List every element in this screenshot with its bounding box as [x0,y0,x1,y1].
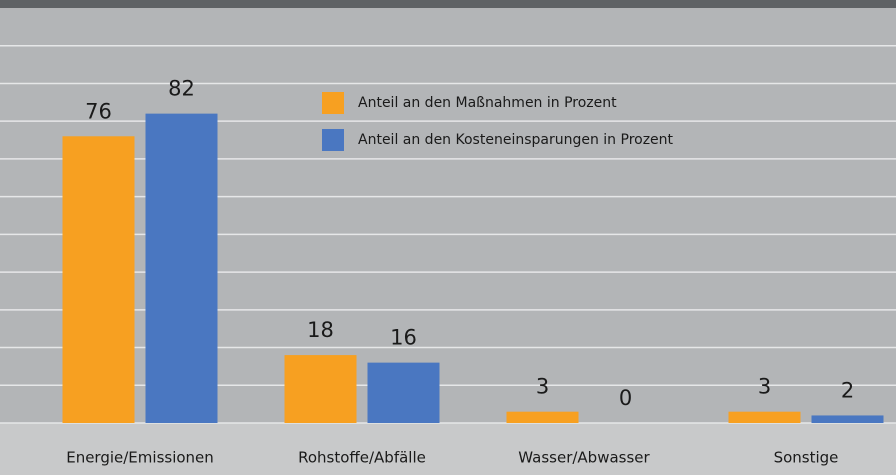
bar [367,362,440,423]
bar [145,113,218,424]
legend-swatch [322,129,344,151]
legend-label: Anteil an den Maßnahmen in Prozent [358,95,617,111]
x-tick-label: Energie/Emissionen [66,449,214,467]
value-label: 3 [536,375,549,399]
x-tick-label: Rohstoffe/Abfälle [298,449,426,467]
bar [62,136,135,424]
value-label: 18 [307,318,334,342]
legend-swatch [322,92,344,114]
value-label: 16 [390,326,417,350]
bar [506,411,579,423]
value-label: 82 [168,77,195,101]
value-label: 0 [619,386,632,410]
bar [284,355,357,423]
value-label: 76 [85,99,112,123]
bar [728,411,801,423]
bar [811,415,884,423]
x-tick-label: Wasser/Abwasser [518,449,650,467]
legend-label: Anteil an den Kosteneinsparungen in Proz… [358,132,674,148]
value-label: 3 [758,375,771,399]
top-bar [0,0,896,8]
x-tick-label: Sonstige [774,449,839,467]
value-label: 2 [841,378,854,402]
